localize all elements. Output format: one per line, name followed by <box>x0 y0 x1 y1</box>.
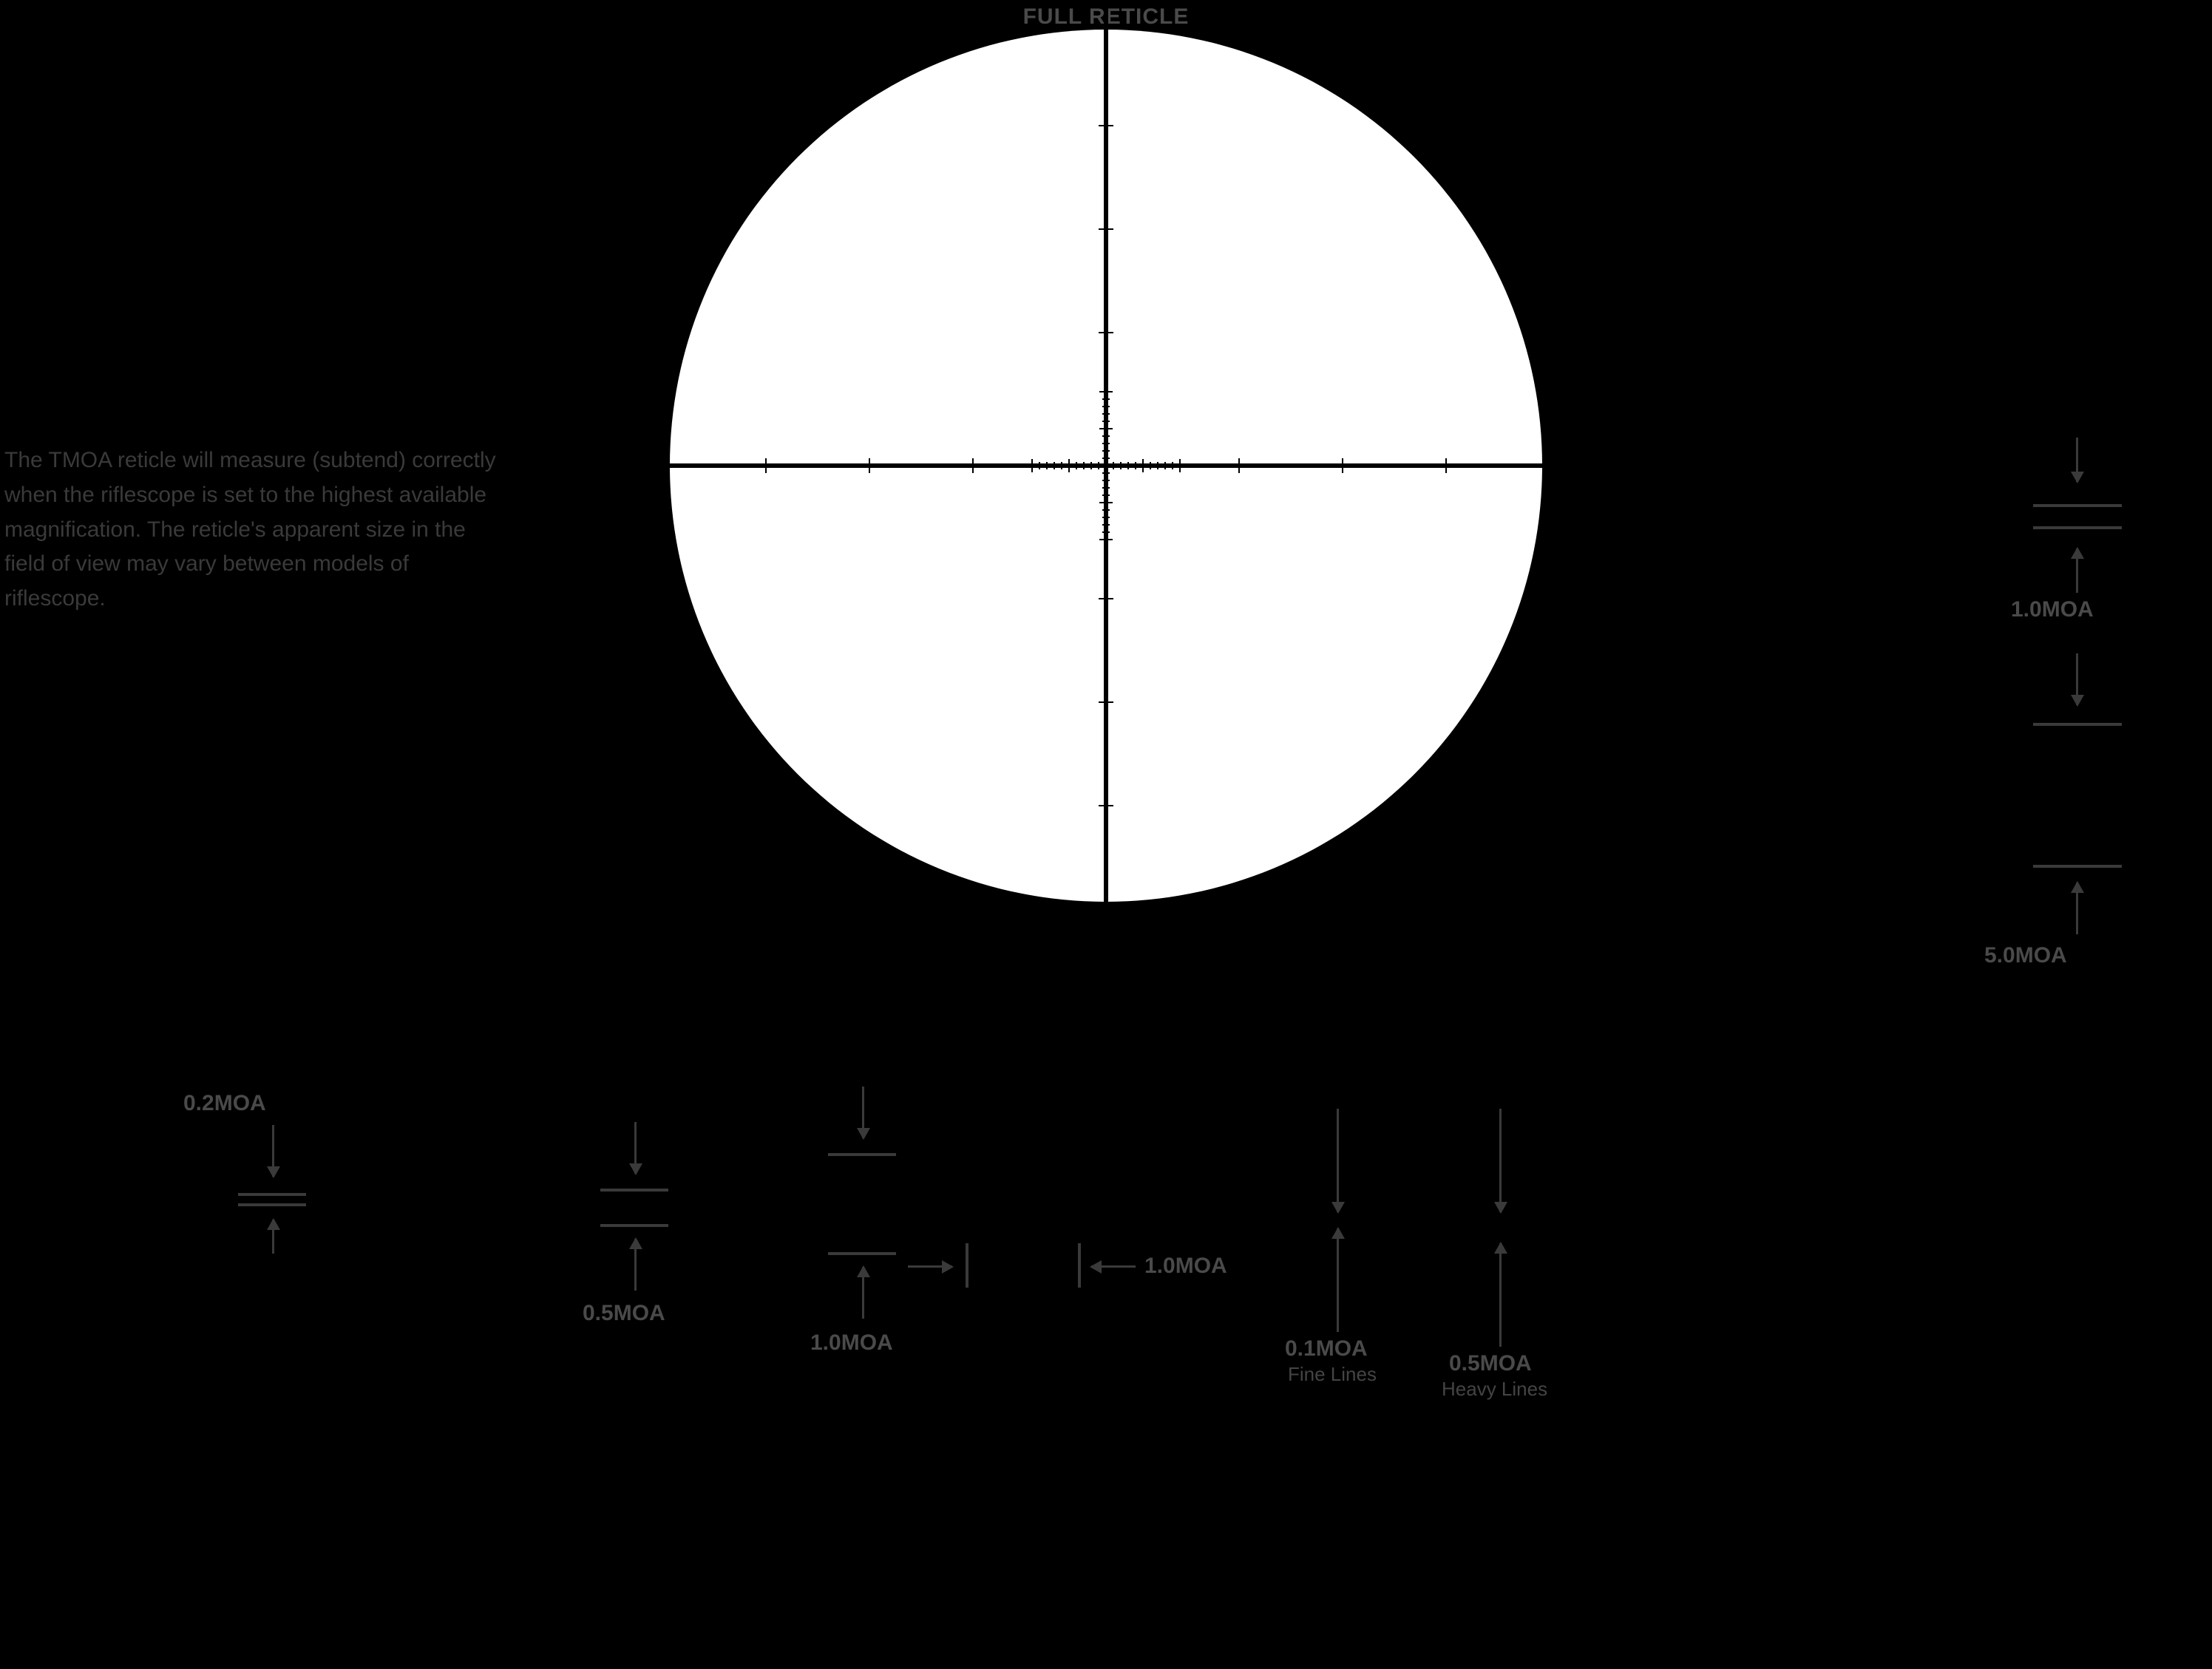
reticle-circle <box>670 30 1542 902</box>
callout-label: 5.0MOA <box>1984 943 2067 968</box>
measure-tick <box>966 1243 968 1288</box>
arrow-right-icon <box>908 1265 952 1268</box>
arrow-down-icon <box>2076 438 2078 482</box>
arrow-down-icon <box>2076 653 2078 705</box>
measure-line <box>828 1252 896 1255</box>
measure-line <box>238 1203 306 1206</box>
callout-label: 1.0MOA <box>1144 1254 1227 1279</box>
callout-label: 0.5MOA <box>1449 1351 1532 1376</box>
measure-line <box>2033 865 2122 868</box>
arrow-up-icon <box>1337 1228 1339 1332</box>
measure-line <box>2033 723 2122 726</box>
measure-line <box>828 1153 896 1156</box>
callout-sublabel: Heavy Lines <box>1442 1378 1547 1401</box>
arrow-up-icon <box>862 1267 864 1319</box>
callout-label: 1.0MOA <box>810 1330 893 1356</box>
arrow-down-icon <box>862 1087 864 1138</box>
callout-label: 0.2MOA <box>183 1091 266 1116</box>
measure-line <box>2033 504 2122 507</box>
measure-line <box>600 1189 668 1192</box>
arrow-down-icon <box>1337 1109 1339 1212</box>
arrow-down-icon <box>1499 1109 1502 1212</box>
arrow-down-icon <box>272 1125 274 1177</box>
arrow-left-icon <box>1091 1265 1136 1268</box>
arrow-up-icon <box>272 1220 274 1254</box>
crosshair-horizontal <box>668 463 1544 468</box>
arrow-up-icon <box>1499 1243 1502 1347</box>
arrow-up-icon <box>2076 548 2078 593</box>
reticle-diagram <box>670 30 1542 902</box>
measure-line <box>2033 526 2122 529</box>
callout-label: 1.0MOA <box>2011 597 2094 622</box>
measure-line <box>600 1224 668 1227</box>
measure-tick <box>1078 1243 1081 1288</box>
description-text: The TMOA reticle will measure (subtend) … <box>4 443 507 616</box>
callout-label: 0.1MOA <box>1285 1336 1368 1362</box>
callout-label: 0.5MOA <box>583 1301 665 1326</box>
callout-sublabel: Fine Lines <box>1288 1363 1377 1386</box>
arrow-down-icon <box>634 1122 637 1174</box>
arrow-up-icon <box>634 1239 637 1291</box>
arrow-up-icon <box>2076 883 2078 934</box>
measure-line <box>238 1193 306 1196</box>
